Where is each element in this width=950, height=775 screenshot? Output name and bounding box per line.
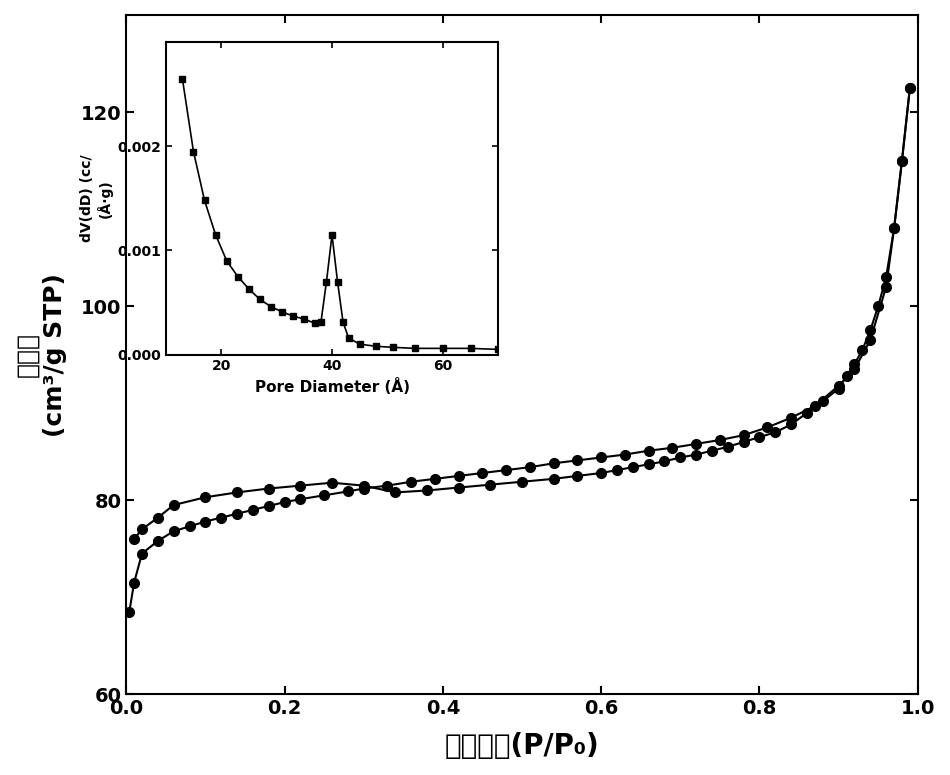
X-axis label: 相对压力(P/P₀): 相对压力(P/P₀) xyxy=(445,732,599,760)
Y-axis label: 吸附量
(cm³/g STP): 吸附量 (cm³/g STP) xyxy=(15,273,66,436)
